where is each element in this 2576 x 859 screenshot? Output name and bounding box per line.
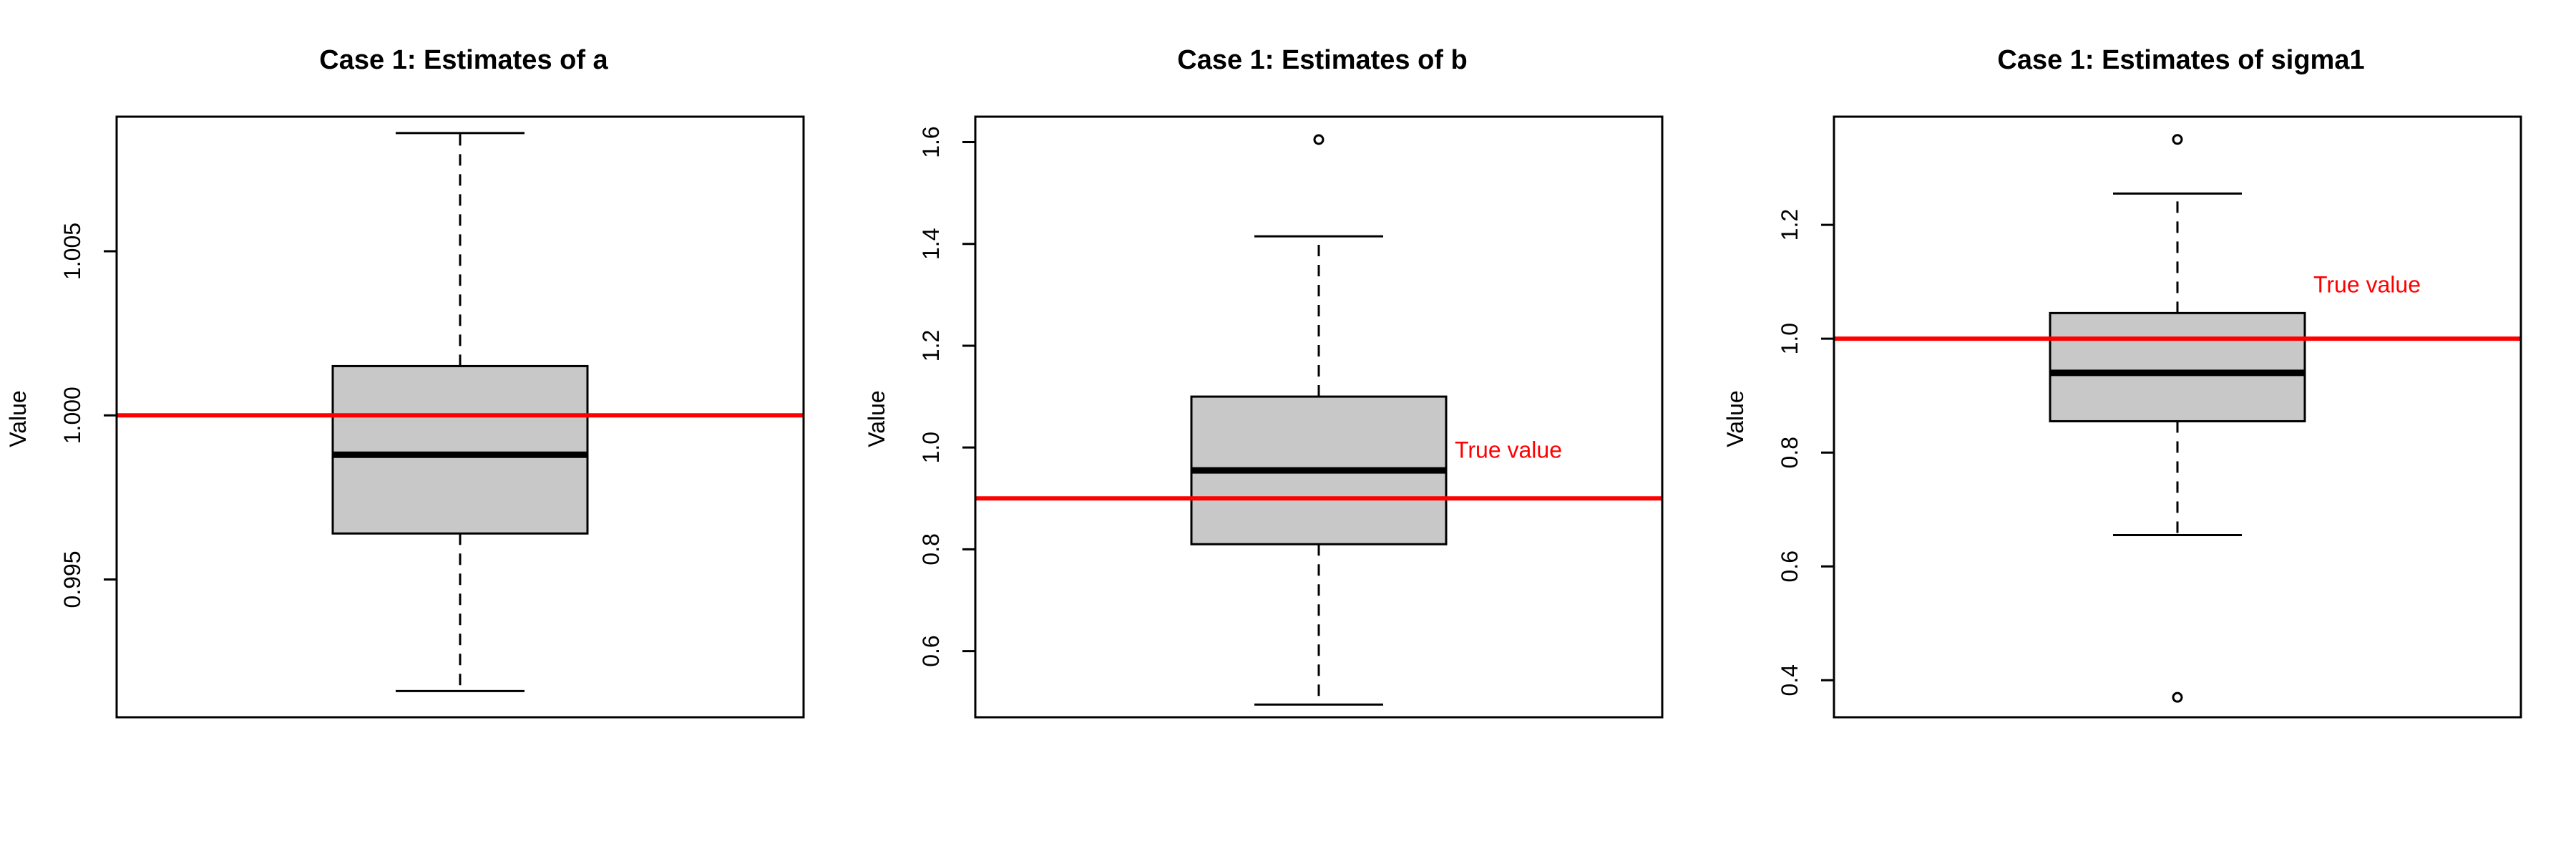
- chart-title: Case 1: Estimates of a: [319, 45, 608, 75]
- y-tick-label: 0.4: [1777, 664, 1802, 696]
- y-tick-label: 0.8: [1777, 437, 1802, 468]
- boxplot-panel-a: Case 1: Estimates of a Value 0.995 1.000 1…: [5, 45, 805, 719]
- outlier-point: [2172, 691, 2183, 703]
- y-axis-label: Value: [1722, 390, 1748, 447]
- y-tick-label: 1.6: [918, 126, 944, 157]
- chart-title: Case 1: Estimates of sigma1: [1997, 45, 2364, 75]
- boxplot-panel-sigma1: Case 1: Estimates of sigma1 Value True v…: [1722, 45, 2522, 719]
- true-value-label: True value: [1455, 437, 1562, 463]
- y-tick-label: 1.2: [1777, 209, 1802, 241]
- true-value-label: True value: [2313, 272, 2421, 298]
- y-tick-label: 0.6: [918, 635, 944, 666]
- y-tick-label: 1.000: [59, 387, 85, 444]
- iqr-box: [2049, 311, 2306, 422]
- iqr-box: [331, 364, 589, 535]
- y-tick-label: 1.0: [1777, 323, 1802, 354]
- y-tick-label: 1.2: [918, 330, 944, 361]
- outlier-point: [1313, 134, 1324, 145]
- y-tick-label: 1.0: [918, 432, 944, 463]
- y-tick-label: 0.6: [1777, 550, 1802, 582]
- y-tick-label: 1.005: [59, 223, 85, 280]
- y-tick-label: 1.4: [918, 228, 944, 260]
- boxplot-panel-b: Case 1: Estimates of b Value True value 0…: [864, 45, 1664, 719]
- y-axis-label: Value: [5, 390, 31, 447]
- y-tick-label: 0.8: [918, 533, 944, 565]
- y-axis-label: Value: [864, 390, 889, 447]
- outlier-point: [2172, 134, 2183, 145]
- y-tick-label: 0.995: [59, 550, 85, 608]
- chart-title: Case 1: Estimates of b: [1177, 45, 1467, 75]
